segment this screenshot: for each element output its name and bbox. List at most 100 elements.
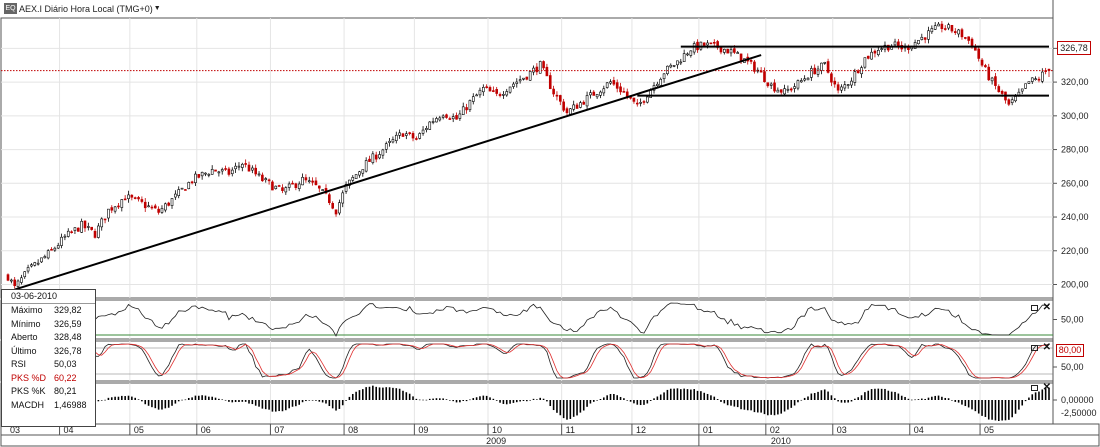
candle-body [117,205,120,208]
macd-histogram-bar [114,396,116,400]
macd-histogram-bar [469,399,471,401]
macd-histogram-bar [472,398,475,400]
macd-histogram-bar [576,400,578,416]
macd-histogram-bar [552,400,555,411]
candle-body [602,88,606,94]
macd-histogram-bar [639,400,642,406]
macd-histogram-bar [767,400,769,416]
macd-histogram-bar [278,400,280,412]
close-icon[interactable]: ✕ [1042,302,1051,313]
candle-body [30,264,33,267]
close-icon[interactable]: ✕ [1042,382,1051,393]
candle-body [274,185,278,189]
macd-histogram-bar [800,399,803,401]
candle-body [344,184,348,192]
candle-body [224,168,227,170]
macd-histogram-bar [325,400,327,404]
candle-body [796,80,800,89]
macd-histogram-bar [833,398,836,400]
maximize-icon[interactable] [1031,384,1038,391]
candle-body [793,86,796,89]
candle-body [214,169,217,172]
macd-histogram-bar [462,400,465,401]
info-label: Mínimo [11,318,41,329]
macd-histogram-bar [921,398,923,400]
macd-histogram-bar [238,400,240,403]
macd-histogram-bar [365,387,367,400]
candle-body [247,164,251,172]
macd-histogram-bar [100,400,103,401]
candle-body [840,86,843,91]
candle-body [157,208,160,213]
candle-body [374,154,378,160]
candle-body [729,49,733,54]
candle-body [508,86,512,93]
candle-body [937,23,940,27]
macd-histogram-bar [733,400,736,407]
macd-histogram-bar [505,400,508,405]
macd-histogram-bar [382,387,384,400]
macd-histogram-bar [716,399,719,400]
candle-body [227,168,231,175]
candle-body [893,41,897,46]
macd-histogram-bar [680,389,682,400]
macd-histogram-bar [870,389,873,400]
macd-histogram-bar [107,397,110,400]
macd-histogram-bar [880,388,883,400]
macd-histogram-bar [690,389,692,400]
candle-body [913,42,917,49]
candle-body [415,138,418,140]
candle-body [635,102,639,105]
price-axis-label: 220,00 [1061,246,1089,256]
candle-body [257,173,261,176]
chart-title-bar[interactable]: EQ AEX.I Diário Hora Local (TMG+0) ▼ [4,2,161,15]
macd-histogram-bar [823,389,826,400]
candle-body [311,180,314,183]
macd-histogram-bar [335,400,337,411]
candle-body [133,197,137,199]
macd-histogram-bar [964,400,967,407]
macd-histogram-bar [465,400,468,402]
stochastic-pane [1,343,1053,379]
macd-histogram-bar [201,395,203,400]
maximize-icon[interactable] [1031,344,1038,351]
close-icon[interactable]: ✕ [1042,342,1051,353]
macd-pane [7,385,1050,421]
candle-body [682,53,686,63]
dropdown-arrow-icon[interactable]: ▼ [153,5,161,12]
candle-body [351,177,355,181]
maximize-icon[interactable] [1031,304,1038,311]
macd-histogram-bar [442,398,444,400]
macd-histogram-bar [977,400,980,414]
macd-histogram-bar [673,388,675,400]
candle-body [656,83,659,86]
macd-histogram-bar [428,398,431,400]
candle-body [361,169,365,174]
candle-body [940,23,944,29]
candle-body [281,187,284,191]
info-row: MACDH 1,46988 [2,399,95,413]
macd-histogram-bar [305,400,307,402]
candle-body [679,61,683,64]
pane-frame [0,340,1054,382]
macd-histogram-bar [526,400,528,402]
month-label: 05 [134,425,144,435]
candle-body [277,185,281,187]
macd-histogram-bar [546,400,548,402]
macd-histogram-bar [231,400,234,403]
candle-body [384,143,388,150]
candle-body [850,80,853,86]
candle-body [307,180,311,183]
candle-body [471,96,475,102]
macd-histogram-bar [174,400,177,404]
macd-histogram-bar [890,391,893,400]
rsi-line [7,302,1050,337]
macd-histogram-bar [763,400,766,415]
candle-body [1040,71,1044,82]
macd-histogram-bar [582,400,585,411]
candle-body [766,82,770,87]
candle-body [438,117,442,121]
candle-body [190,181,194,184]
candle-body [786,88,790,91]
macd-histogram-bar [218,398,220,400]
